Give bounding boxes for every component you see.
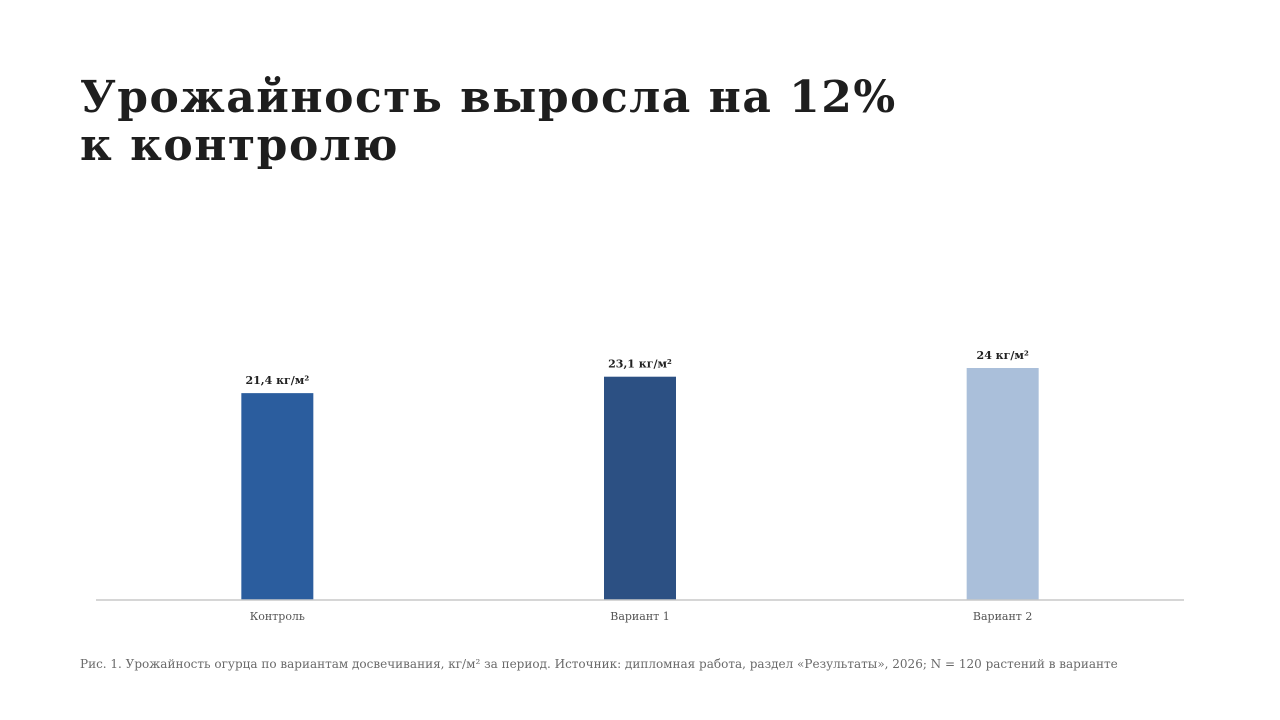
page-title-line-2: к контролю [80, 120, 399, 171]
labels-layer: 21,4 кг/м² Контроль 23,1 кг/м² Вариант 1 24 … [245, 349, 1032, 623]
bar-value-label-3: 24 кг/м² [977, 349, 1029, 362]
x-tick-label-3: Вариант 2 [973, 610, 1033, 623]
bar-1 [241, 393, 314, 600]
bar-value-label-1: 21,4 кг/м² [245, 374, 309, 387]
page-title: Урожайность выросла на 12% к контролю [80, 74, 1180, 170]
figure-caption: Рис. 1. Урожайность огурца по вариантам … [80, 657, 1118, 671]
x-tick-label-2: Вариант 1 [610, 610, 670, 623]
bars-layer [241, 368, 1039, 600]
page-title-line-1: Урожайность выросла на 12% [80, 72, 897, 123]
x-tick-label-1: Контроль [250, 610, 305, 623]
bar-3 [966, 368, 1039, 600]
bar-value-label-2: 23,1 кг/м² [608, 358, 672, 371]
bar-2 [604, 376, 676, 600]
